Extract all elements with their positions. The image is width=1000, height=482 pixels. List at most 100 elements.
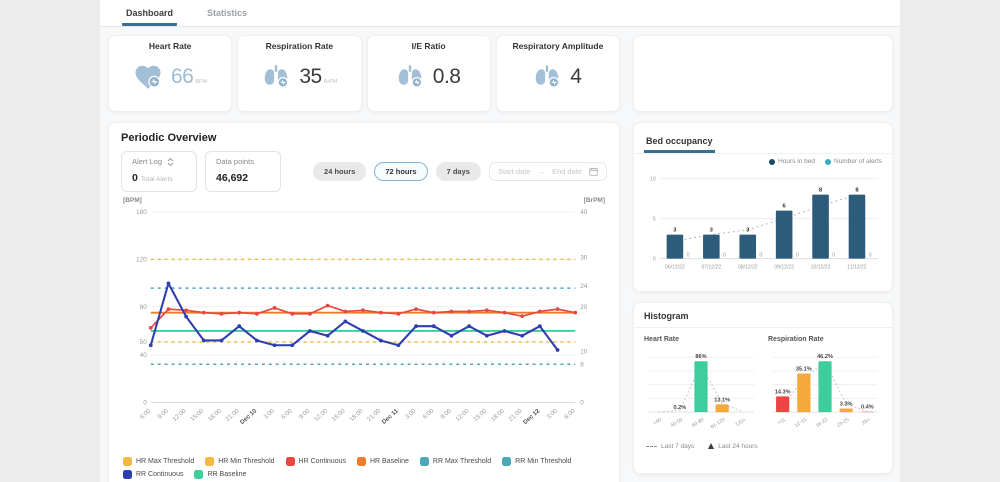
legend-label: HR Max Threshold [136,457,195,465]
svg-text:30: 30 [580,254,588,261]
legend-swatch [419,456,429,466]
svg-text:Dec 10: Dec 10 [239,407,259,426]
svg-text:12:00: 12:00 [454,407,471,423]
svg-text:5: 5 [653,217,656,223]
alert-log-box[interactable]: Alert Log 0 Total Alerts [121,151,197,192]
legend-item-last-24-hours: Last 24 hours [708,443,758,450]
svg-text:08/12/22: 08/12/22 [738,264,758,270]
svg-text:3:00: 3:00 [545,407,559,421]
svg-text:0: 0 [723,253,726,259]
svg-text:10: 10 [580,348,588,355]
tab-statistics[interactable]: Statistics [207,8,248,18]
top-tab-bar: Dashboard Statistics [100,0,900,27]
legend-swatch [194,469,204,479]
metric-value: 66 [170,65,194,88]
svg-text:<40: <40 [652,417,663,427]
svg-text:81-120: 81-120 [710,417,727,431]
respiration-rate-histogram-chart: 14.3% <11 35.1% 12-15 46.2% 16-22 3.3% 23-25 0.4… [772,354,878,429]
svg-text:8: 8 [855,188,859,194]
range-button-7-days[interactable]: 7 days [435,162,481,181]
legend-item-rr-continuous[interactable]: RR Continuous [123,469,183,479]
heart-icon [133,62,163,92]
legend-item-rr-min-threshold[interactable]: RR Min Threshold [502,456,571,466]
svg-text:Dec 12: Dec 12 [522,407,542,426]
legend-item-rr-baseline[interactable]: RR Baseline [194,469,246,479]
svg-text:9:00: 9:00 [439,407,453,421]
legend-item-number-of-alerts: Number of alerts [824,158,882,165]
data-points-value: 46,692 [216,172,249,184]
legend-label: Hours in bed [778,158,815,165]
panel-title: Periodic Overview [121,132,217,144]
svg-text:0: 0 [759,253,762,259]
svg-text:<11: <11 [777,417,787,427]
svg-text:20: 20 [580,304,588,311]
legend-item-hr-baseline[interactable]: HR Baseline [356,456,409,466]
tab-dashboard[interactable]: Dashboard [122,1,178,26]
legend-swatch [123,456,132,466]
svg-text:10/12/22: 10/12/22 [811,264,831,270]
legend-swatch [205,456,215,466]
histogram-subtitle: Heart Rate [644,336,680,343]
metric-title: I/E Ratio [411,41,446,51]
svg-text:6: 6 [783,204,787,210]
metric-title: Heart Rate [148,41,192,51]
svg-text:40: 40 [580,209,588,216]
svg-text:12:00: 12:00 [313,407,330,423]
heart-rate-histogram-chart: <40 0.2% 40-59 86% 60-80 13.1% 81-120 120+ [648,354,754,431]
metric-value: 35 [299,65,322,88]
legend-item-hr-max-threshold[interactable]: HR Max Threshold [123,456,195,466]
calendar-icon[interactable] [589,167,598,176]
svg-text:0.4%: 0.4% [861,405,874,411]
start-date-input[interactable]: Start date [497,167,531,176]
histogram-legend: Last 7 days Last 24 hours [644,443,882,450]
metric-title: Respiratory Amplitude [512,41,604,51]
svg-text:26+: 26+ [861,417,872,427]
svg-text:3.3%: 3.3% [840,401,853,407]
svg-text:11/12/22: 11/12/22 [847,264,867,270]
range-button-24-hours[interactable]: 24 hours [313,162,367,181]
legend-item-last-7-days: Last 7 days [646,443,694,450]
svg-text:3:00: 3:00 [262,407,276,421]
empty-card [633,35,893,112]
legend-item-rr-max-threshold[interactable]: RR Max Threshold [419,456,491,466]
metric-card-respiratory-amplitude: Respiratory Amplitude 4 [495,35,620,112]
date-range-picker[interactable]: Start date → End date [488,162,607,181]
dashed-line-icon [646,445,657,447]
svg-text:60-80: 60-80 [691,417,705,429]
left-axis-label: [BPM] [123,197,142,204]
legend-label: Number of alerts [833,158,882,165]
lungs-icon [395,62,425,92]
svg-text:06/12/22: 06/12/22 [665,264,685,270]
svg-text:46.2%: 46.2% [817,354,833,360]
svg-text:0: 0 [143,399,147,406]
svg-text:8: 8 [580,361,584,368]
svg-text:120+: 120+ [735,417,748,428]
svg-text:9:00: 9:00 [156,407,170,421]
histogram-respiration-rate: Respiration Rate 14.3% <11 35.1% 12-15 46.2%… [768,336,882,441]
data-points-box: Data points 46,692 [205,151,281,192]
bed-occupancy-tab[interactable]: Bed occupancy [644,136,715,153]
svg-text:09/12/22: 09/12/22 [774,264,794,270]
legend-swatch [285,456,295,466]
svg-text:0: 0 [832,253,835,259]
alert-count: 0 [132,172,138,184]
svg-text:18:00: 18:00 [207,407,224,423]
legend-item-hr-min-threshold[interactable]: HR Min Threshold [205,456,275,466]
expand-icon[interactable] [167,157,174,166]
metric-unit: BrPM [323,79,338,85]
svg-text:0.2%: 0.2% [673,405,686,411]
svg-text:24: 24 [580,283,588,290]
metric-card-heart-rate: Heart Rate 66 BPM [108,35,233,112]
svg-text:18:00: 18:00 [490,407,507,423]
svg-text:8: 8 [819,188,823,194]
legend-item-hr-continuous[interactable]: HR Continuous [285,456,346,466]
end-date-input[interactable]: End date [551,167,582,176]
svg-text:3: 3 [710,228,714,234]
metric-title: Respiration Rate [265,41,334,51]
legend-item-hours-in-bed: Hours in bed [769,158,815,165]
svg-text:10: 10 [650,177,656,183]
svg-text:12:00: 12:00 [171,407,188,423]
range-button-72-hours[interactable]: 72 hours [374,162,428,181]
svg-text:6:00: 6:00 [139,407,153,421]
